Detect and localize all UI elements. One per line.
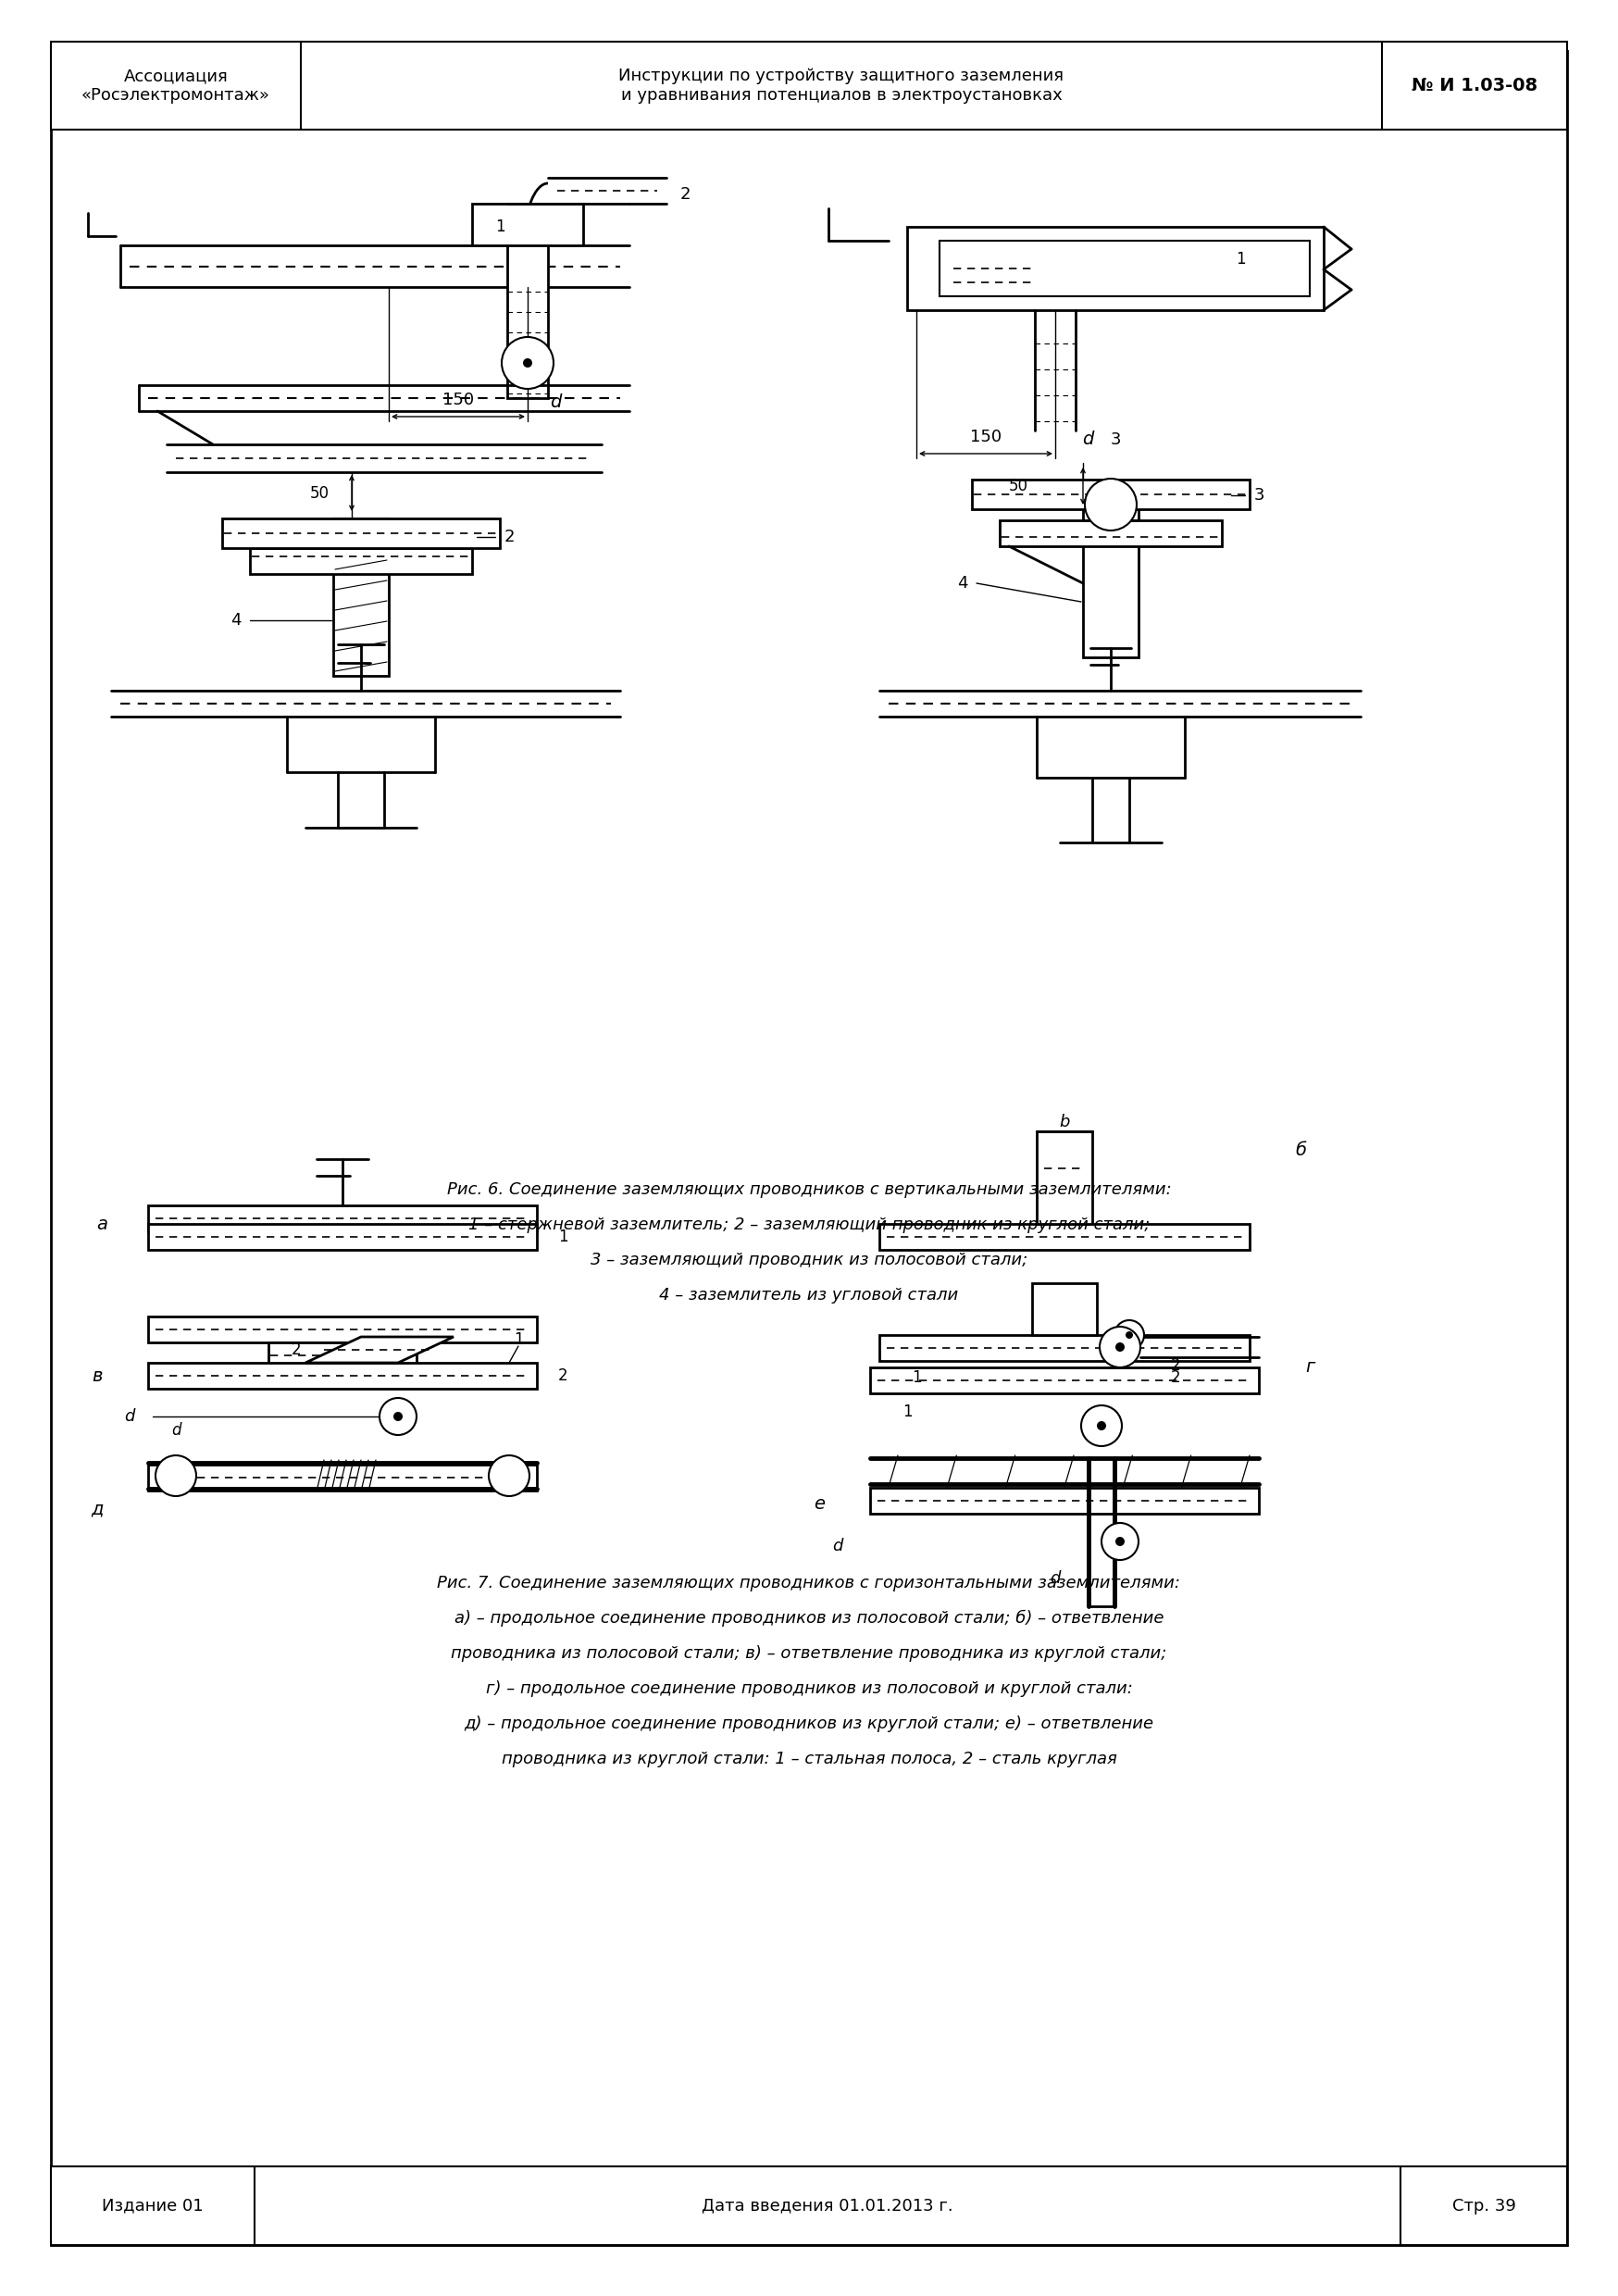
Circle shape <box>1115 1536 1125 1545</box>
Text: 150: 150 <box>971 429 1002 445</box>
Text: проводника из круглой стали: 1 – стальная полоса, 2 – сталь круглая: проводника из круглой стали: 1 – стальна… <box>502 1750 1116 1768</box>
Bar <box>508 209 549 397</box>
Text: 3: 3 <box>1110 432 1121 448</box>
Text: d: d <box>125 1407 134 1426</box>
Bar <box>472 204 582 246</box>
Text: Ассоциация
«Росэлектромонтаж»: Ассоциация «Росэлектромонтаж» <box>81 67 270 103</box>
Text: Стр. 39: Стр. 39 <box>1451 2197 1516 2213</box>
Text: 50: 50 <box>309 484 328 503</box>
Text: Рис. 6. Соединение заземляющих проводников с вертикальными заземлителями:: Рис. 6. Соединение заземляющих проводник… <box>447 1182 1171 1199</box>
Text: 4 – заземлитель из угловой стали: 4 – заземлитель из угловой стали <box>660 1286 958 1304</box>
Circle shape <box>380 1398 416 1435</box>
Bar <box>870 1488 1259 1513</box>
Text: 1: 1 <box>495 218 505 234</box>
Text: б: б <box>1294 1141 1306 1159</box>
Circle shape <box>393 1412 403 1421</box>
Text: 1: 1 <box>1236 250 1246 269</box>
Text: е: е <box>814 1495 825 1513</box>
Text: d: d <box>1082 432 1094 448</box>
Circle shape <box>1100 1327 1141 1368</box>
Bar <box>1037 1132 1092 1224</box>
Bar <box>149 1316 537 1343</box>
Bar <box>940 241 1309 296</box>
Text: b: b <box>1060 1114 1069 1130</box>
Bar <box>50 41 1568 129</box>
Circle shape <box>489 1456 529 1497</box>
Text: 150: 150 <box>442 393 474 409</box>
Circle shape <box>1115 1343 1125 1352</box>
Text: г) – продольное соединение проводников из полосовой и круглой стали:: г) – продольное соединение проводников и… <box>485 1681 1133 1697</box>
Text: d: d <box>172 1421 181 1440</box>
Bar <box>269 1343 416 1368</box>
Bar <box>149 1205 537 1231</box>
Circle shape <box>502 338 553 388</box>
Bar <box>249 549 472 574</box>
Text: № И 1.03-08: № И 1.03-08 <box>1411 76 1537 94</box>
Circle shape <box>1102 1522 1139 1559</box>
Text: д) – продольное соединение проводников из круглой стали; е) – ответвление: д) – продольное соединение проводников и… <box>464 1715 1154 1731</box>
Text: 2: 2 <box>503 528 515 546</box>
Bar <box>1032 1283 1097 1334</box>
Text: 2: 2 <box>558 1368 568 1384</box>
Text: d: d <box>832 1538 843 1554</box>
Text: 50: 50 <box>1008 478 1027 494</box>
Bar <box>149 1465 537 1490</box>
Text: 4: 4 <box>958 574 968 592</box>
Text: d: d <box>550 395 561 411</box>
Text: д: д <box>91 1499 104 1518</box>
Circle shape <box>1126 1332 1133 1339</box>
Text: Рис. 7. Соединение заземляющих проводников с горизонтальными заземлителями:: Рис. 7. Соединение заземляющих проводник… <box>437 1575 1181 1591</box>
Text: 2: 2 <box>680 186 691 202</box>
Bar <box>908 227 1324 310</box>
Bar <box>879 1224 1249 1249</box>
Text: Инструкции по устройству защитного заземления
и уравнивания потенциалов в электр: Инструкции по устройству защитного зазем… <box>618 67 1065 103</box>
Circle shape <box>1081 1405 1121 1446</box>
Text: Издание 01: Издание 01 <box>102 2197 204 2213</box>
Bar <box>870 1368 1259 1394</box>
Text: d: d <box>1050 1570 1060 1587</box>
Text: Дата введения 01.01.2013 г.: Дата введения 01.01.2013 г. <box>702 2197 953 2213</box>
Bar <box>879 1334 1249 1362</box>
Text: а) – продольное соединение проводников из полосовой стали; б) – ответвление: а) – продольное соединение проводников и… <box>455 1609 1163 1628</box>
Text: 3: 3 <box>1254 487 1264 503</box>
Bar <box>50 2167 1568 2245</box>
Bar <box>149 1224 537 1249</box>
Text: 1 – стержневой заземлитель; 2 – заземляющий проводник из круглой стали;: 1 – стержневой заземлитель; 2 – заземляю… <box>468 1217 1150 1233</box>
Text: 2: 2 <box>1171 1368 1181 1387</box>
Circle shape <box>155 1456 196 1497</box>
Circle shape <box>1084 478 1137 530</box>
Text: 2: 2 <box>1171 1357 1181 1373</box>
Text: 3 – заземляющий проводник из полосовой стали;: 3 – заземляющий проводник из полосовой с… <box>591 1251 1027 1267</box>
Text: 1: 1 <box>903 1403 913 1421</box>
Text: проводника из полосовой стали; в) – ответвление проводника из круглой стали;: проводника из полосовой стали; в) – отве… <box>451 1646 1167 1662</box>
Bar <box>1082 510 1139 657</box>
Text: а: а <box>95 1215 107 1233</box>
Text: г: г <box>1306 1359 1314 1375</box>
Circle shape <box>523 358 532 367</box>
Circle shape <box>1115 1320 1144 1350</box>
Text: 1: 1 <box>558 1228 568 1244</box>
Bar <box>149 1364 537 1389</box>
Text: 1: 1 <box>911 1368 921 1387</box>
Polygon shape <box>306 1336 453 1364</box>
Text: 1: 1 <box>513 1332 523 1348</box>
Text: в: в <box>92 1366 102 1384</box>
Bar <box>1000 521 1222 546</box>
Text: 4: 4 <box>231 613 241 629</box>
Bar <box>222 519 500 549</box>
Circle shape <box>1097 1421 1107 1430</box>
Text: 2: 2 <box>291 1341 301 1359</box>
Bar <box>333 519 388 675</box>
Bar <box>972 480 1249 510</box>
